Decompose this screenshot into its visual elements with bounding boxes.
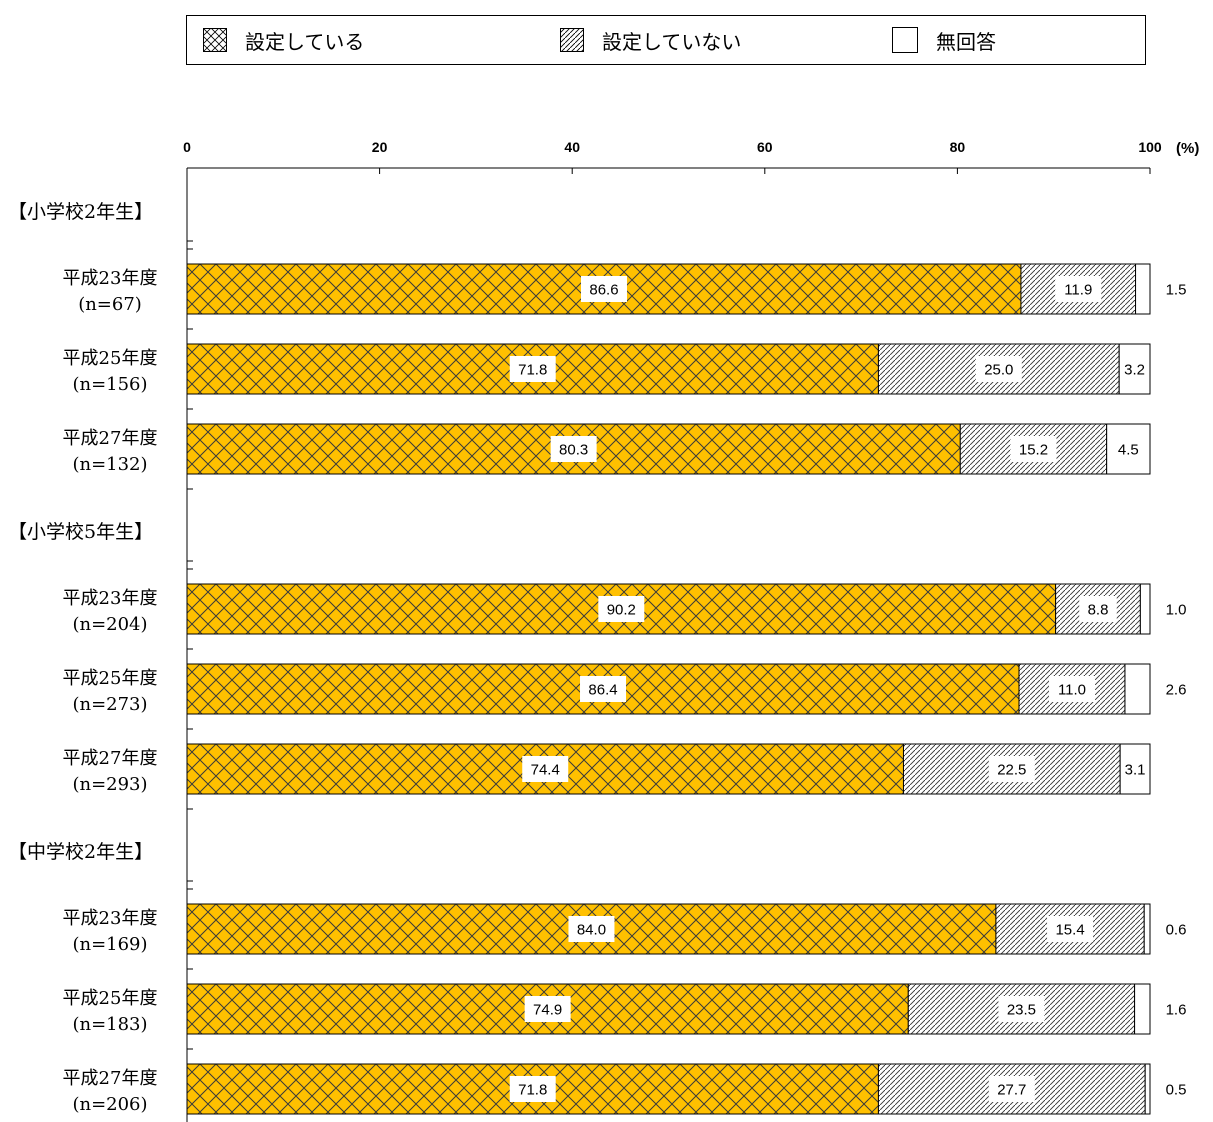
value-label-no-answer: 0.6 <box>1166 922 1187 939</box>
value-label-no-answer: 3.2 <box>1124 362 1145 379</box>
value-label-bg <box>580 276 627 302</box>
legend-label-no-answer: 無回答 <box>936 29 996 54</box>
category-label-n: (n=183) <box>72 1014 147 1035</box>
category-label-n: (n=293) <box>72 774 147 795</box>
value-label-not-set: 8.8 <box>1088 602 1109 619</box>
value-label-bg <box>522 756 569 782</box>
legend: 設定している 設定していない 無回答 <box>186 15 1146 65</box>
value-label-bg <box>598 596 645 622</box>
value-label-bg <box>524 996 571 1022</box>
value-label-not-set: 11.9 <box>1064 282 1092 299</box>
category-label-year: 平成27年度 <box>63 748 158 769</box>
value-label-set: 86.4 <box>588 682 617 699</box>
category-label-year: 平成25年度 <box>63 348 158 369</box>
bar-segment-no-answer <box>1118 343 1151 395</box>
group-label: 【小学校2年生】 <box>8 201 153 223</box>
value-label-bg <box>1010 436 1057 462</box>
value-label-bg <box>509 356 556 382</box>
value-label-bg <box>1048 676 1095 702</box>
value-label-bg <box>509 1076 556 1102</box>
legend-item-no-answer: 無回答 <box>892 16 996 64</box>
value-label-no-answer: 2.6 <box>1166 682 1187 699</box>
value-label-bg <box>580 676 627 702</box>
category-label-year: 平成27年度 <box>63 1068 158 1089</box>
legend-label-not-set: 設定していない <box>602 29 742 54</box>
category-label-year: 平成23年度 <box>63 588 158 609</box>
legend-swatch-crosshatch <box>203 28 227 52</box>
legend-swatch-diagonal <box>560 28 584 52</box>
category-label-n: (n=204) <box>72 614 147 635</box>
bar-segment-no-answer <box>1135 263 1151 315</box>
value-label-no-answer: 1.0 <box>1166 602 1187 619</box>
value-label-no-answer: 3.1 <box>1125 762 1146 779</box>
group-label: 【中学校2年生】 <box>8 841 153 863</box>
value-label-set: 86.6 <box>589 282 618 299</box>
value-label-not-set: 22.5 <box>997 762 1026 779</box>
category-label-n: (n=273) <box>72 694 147 715</box>
category-label-year: 平成25年度 <box>63 988 158 1009</box>
value-label-bg <box>550 436 597 462</box>
value-label-not-set: 15.4 <box>1055 922 1084 939</box>
category-label-year: 平成25年度 <box>63 668 158 689</box>
legend-label-set: 設定している <box>245 29 365 54</box>
x-tick-label: 60 <box>757 139 773 155</box>
value-label-bg <box>975 356 1022 382</box>
category-label-n: (n=169) <box>72 934 147 955</box>
x-tick-label: 100 <box>1138 139 1162 155</box>
value-label-no-answer: 4.5 <box>1118 442 1139 459</box>
legend-item-set: 設定している <box>203 16 364 64</box>
legend-swatch-blank <box>892 27 918 53</box>
value-label-set: 74.4 <box>531 762 560 779</box>
value-label-not-set: 15.2 <box>1019 442 1048 459</box>
bar-segment-no-answer <box>1119 743 1151 795</box>
category-label-n: (n=132) <box>72 454 147 475</box>
legend-item-not-set: 設定していない <box>560 16 741 64</box>
value-label-not-set: 25.0 <box>984 362 1013 379</box>
bar-segment-no-answer <box>1144 1063 1151 1115</box>
x-tick-label: 40 <box>564 139 580 155</box>
x-tick-label: 80 <box>950 139 966 155</box>
x-tick-label: 0 <box>183 139 191 155</box>
value-label-set: 84.0 <box>577 922 606 939</box>
category-label-n: (n=67) <box>78 294 142 315</box>
value-label-no-answer: 0.5 <box>1166 1082 1187 1099</box>
category-label-year: 平成23年度 <box>63 268 158 289</box>
bar-segment-no-answer <box>1139 583 1151 635</box>
value-label-set: 71.8 <box>518 362 547 379</box>
x-axis-unit: (%) <box>1176 140 1199 157</box>
category-label-year: 平成23年度 <box>63 908 158 929</box>
value-label-bg <box>988 1076 1035 1102</box>
value-label-bg <box>568 916 615 942</box>
value-label-not-set: 23.5 <box>1007 1002 1036 1019</box>
category-label-n: (n=206) <box>72 1094 147 1115</box>
bar-segment-no-answer <box>1143 903 1151 955</box>
x-tick-label: 20 <box>372 139 388 155</box>
value-label-bg <box>1047 916 1094 942</box>
value-label-not-set: 27.7 <box>997 1082 1026 1099</box>
value-label-set: 90.2 <box>607 602 636 619</box>
value-label-bg <box>988 756 1035 782</box>
group-label: 【小学校5年生】 <box>8 521 153 543</box>
bar-segment-no-answer <box>1124 663 1151 715</box>
bar-segment-no-answer <box>1106 423 1151 475</box>
bar-segment-no-answer <box>1134 983 1151 1035</box>
value-label-set: 71.8 <box>518 1082 547 1099</box>
value-label-set: 74.9 <box>533 1002 562 1019</box>
value-label-bg <box>1079 596 1117 622</box>
category-label-n: (n=156) <box>72 374 147 395</box>
value-label-set: 80.3 <box>559 442 588 459</box>
category-label-year: 平成27年度 <box>63 428 158 449</box>
value-label-no-answer: 1.5 <box>1166 282 1187 299</box>
value-label-bg <box>998 996 1045 1022</box>
value-label-bg <box>1055 276 1102 302</box>
value-label-not-set: 11.0 <box>1058 682 1086 699</box>
value-label-no-answer: 1.6 <box>1166 1002 1187 1019</box>
